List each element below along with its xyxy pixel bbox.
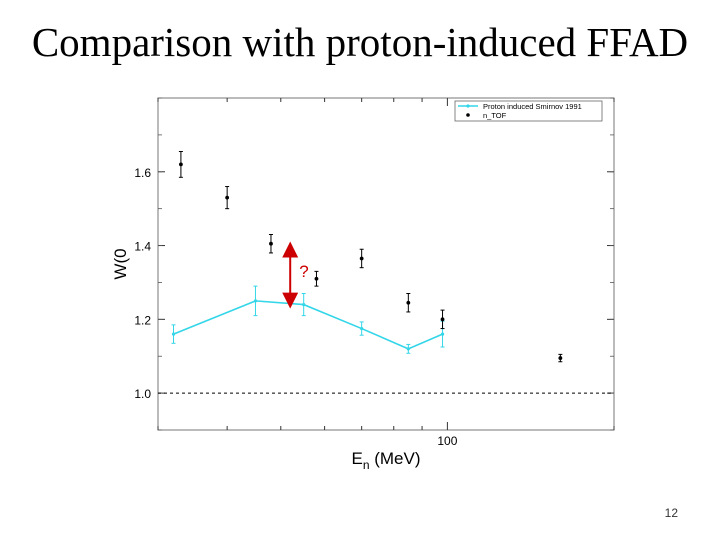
x-axis: 100 xyxy=(157,98,615,448)
y-tick-label: 1.4 xyxy=(134,240,151,254)
page-number: 12 xyxy=(664,506,678,520)
legend-ntof-marker xyxy=(466,113,470,117)
proton-point xyxy=(253,299,258,303)
proton-point xyxy=(360,326,364,331)
series-layer xyxy=(171,150,563,363)
annotation: ? xyxy=(282,241,309,309)
proton-series-line xyxy=(173,300,443,350)
ntof-point xyxy=(225,195,230,200)
proton-point xyxy=(302,302,306,307)
legend-box xyxy=(454,100,603,122)
y-tick-label: 1.2 xyxy=(134,313,151,327)
ntof-point xyxy=(440,317,445,322)
proton-point xyxy=(171,332,176,336)
x-axis-label-main: E xyxy=(351,449,362,468)
x-axis-label: En (MeV) xyxy=(351,449,420,472)
ntof-point xyxy=(406,300,411,305)
y-tick-label: 1.0 xyxy=(134,387,151,401)
y-axis-label: W(0 xyxy=(111,248,130,279)
x-axis-label-subscript: n xyxy=(363,458,370,472)
x-axis-label-unit: (MeV) xyxy=(370,449,421,468)
ntof-point xyxy=(359,256,364,261)
y-tick-label: 1.6 xyxy=(134,166,151,180)
legend-proton-marker xyxy=(466,104,470,108)
x-tick-label: 100 xyxy=(437,434,457,448)
slide-title: Comparison with proton-induced FFAD xyxy=(31,19,689,65)
legend: Proton induced Smirnov 1991 n_TOF xyxy=(454,100,603,122)
proton-point xyxy=(406,347,410,351)
legend-proton-label: Proton induced Smirnov 1991 xyxy=(483,102,582,111)
question-mark-label: ? xyxy=(299,262,308,281)
y-axis: 1.0 1.2 1.4 1.6 xyxy=(134,97,614,431)
ntof-point xyxy=(269,241,273,246)
ntof-point xyxy=(179,162,183,167)
ntof-point xyxy=(558,356,563,360)
proton-point xyxy=(440,332,445,336)
plot-frame xyxy=(157,97,615,431)
legend-ntof-label: n_TOF xyxy=(483,111,507,120)
ntof-point xyxy=(314,276,319,281)
